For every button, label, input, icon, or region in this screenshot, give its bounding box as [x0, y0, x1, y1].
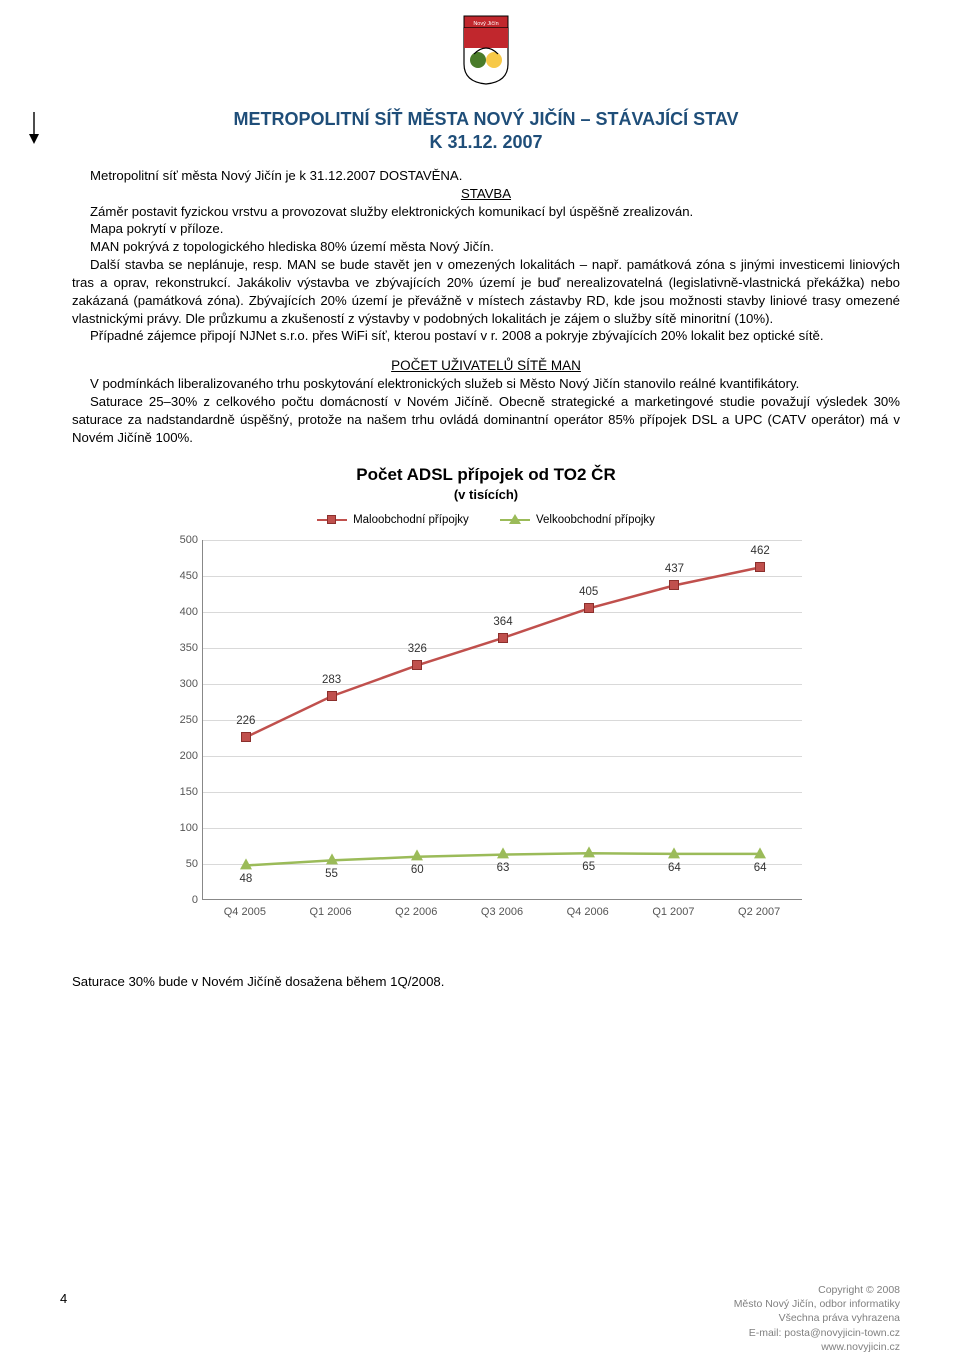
header-crest: Nový Jičín [72, 14, 900, 91]
chart-title: Počet ADSL přípojek od TO2 ČR [136, 465, 836, 485]
series2-marker [411, 850, 423, 861]
y-tick-label: 400 [158, 606, 198, 618]
chart-subtitle: (v tisících) [136, 487, 836, 502]
margin-arrow-icon [26, 110, 42, 149]
series2-marker [583, 846, 595, 857]
paragraph-8: Saturace 25–30% z celkového počtu domácn… [72, 393, 900, 446]
series1-marker [241, 732, 251, 742]
body-text: Metropolitní síť města Nový Jičín je k 3… [72, 167, 900, 447]
y-tick-label: 300 [158, 678, 198, 690]
paragraph-3: Mapa pokrytí v příloze. [72, 220, 900, 238]
series1-data-label: 437 [665, 563, 684, 575]
x-tick-label: Q1 2006 [309, 906, 351, 918]
triangle-marker-icon [509, 514, 521, 524]
footer-line2: Město Nový Jičín, odbor informatiky [60, 1297, 900, 1311]
series1-data-label: 226 [236, 715, 255, 727]
series2-marker [668, 847, 680, 858]
legend-item-2: Velkoobchodní přípojky [500, 514, 655, 526]
legend-label-1: Maloobchodní přípojky [353, 514, 469, 526]
adsl-chart: Počet ADSL přípojek od TO2 ČR (v tisícíc… [136, 465, 836, 930]
legend-item-1: Maloobchodní přípojky [317, 514, 469, 526]
y-tick-label: 50 [158, 858, 198, 870]
series2-data-label: 60 [411, 864, 424, 876]
chart-lines [203, 540, 803, 900]
doc-title-line1: METROPOLITNÍ SÍŤ MĚSTA NOVÝ JIČÍN – STÁV… [72, 109, 900, 130]
series1-data-label: 283 [322, 674, 341, 686]
series2-data-label: 64 [668, 862, 681, 874]
series1-data-label: 326 [408, 643, 427, 655]
series2-data-label: 63 [497, 862, 510, 874]
crest-icon: Nový Jičín [458, 14, 514, 86]
legend-swatch-1 [317, 519, 347, 521]
plot-area: 226 283 326 364 405 437 462 48 55 60 63 65 64 64 [202, 540, 802, 900]
section2-heading: POČET UŽIVATELŮ SÍTĚ MAN [72, 357, 900, 375]
paragraph-1: Metropolitní síť města Nový Jičín je k 3… [72, 167, 900, 185]
x-tick-label: Q3 2006 [481, 906, 523, 918]
chart-plot: 226 283 326 364 405 437 462 48 55 60 63 65 64 64 0 50 1… [156, 540, 816, 930]
series2-marker [240, 858, 252, 869]
paragraph-2: Záměr postavit fyzickou vrstvu a provozo… [72, 203, 900, 221]
footer-right-block: Copyright © 2008 Město Nový Jičín, odbor… [60, 1283, 900, 1354]
series2-data-label: 48 [239, 873, 252, 885]
y-tick-label: 0 [158, 894, 198, 906]
paragraph-7: V podmínkách liberalizovaného trhu posky… [72, 375, 900, 393]
footer-line5: www.novyjicin.cz [60, 1340, 900, 1354]
y-tick-label: 150 [158, 786, 198, 798]
footer-copyright: Copyright © 2008 [60, 1283, 900, 1297]
doc-title-line2: K 31.12. 2007 [72, 132, 900, 153]
chart-legend: Maloobchodní přípojky Velkoobchodní příp… [136, 512, 836, 526]
legend-swatch-2 [500, 519, 530, 521]
stavba-heading: STAVBA [72, 185, 900, 203]
series2-data-label: 65 [582, 861, 595, 873]
footer-line4: E-mail: posta@novyjicin-town.cz [60, 1326, 900, 1340]
x-tick-label: Q4 2005 [224, 906, 266, 918]
y-tick-label: 350 [158, 642, 198, 654]
y-tick-label: 450 [158, 570, 198, 582]
page-number: 4 [60, 1291, 67, 1306]
y-tick-label: 250 [158, 714, 198, 726]
y-tick-label: 100 [158, 822, 198, 834]
series1-marker [327, 691, 337, 701]
series1-marker [755, 562, 765, 572]
y-tick-label: 200 [158, 750, 198, 762]
square-marker-icon [327, 515, 336, 524]
series1-marker [498, 633, 508, 643]
series1-data-label: 405 [579, 586, 598, 598]
series1-data-label: 462 [751, 545, 770, 557]
footer-line3: Všechna práva vyhrazena [60, 1311, 900, 1325]
paragraph-5: Další stavba se neplánuje, resp. MAN se … [72, 256, 900, 327]
series2-data-label: 64 [754, 862, 767, 874]
series2-marker [754, 847, 766, 858]
page-content: Nový Jičín METROPOLITNÍ SÍŤ MĚSTA NOVÝ J… [0, 0, 960, 989]
x-tick-label: Q2 2006 [395, 906, 437, 918]
series2-marker [497, 848, 509, 859]
paragraph-6: Případné zájemce připojí NJNet s.r.o. př… [72, 327, 900, 345]
x-tick-label: Q2 2007 [738, 906, 780, 918]
x-tick-label: Q4 2006 [567, 906, 609, 918]
page-footer: 4 Copyright © 2008 Město Nový Jičín, odb… [60, 1283, 900, 1354]
series2-data-label: 55 [325, 868, 338, 880]
series1-marker [412, 660, 422, 670]
series2-marker [326, 853, 338, 864]
y-tick-label: 500 [158, 534, 198, 546]
paragraph-9: Saturace 30% bude v Novém Jičíně dosažen… [72, 974, 900, 989]
paragraph-4: MAN pokrývá z topologického hlediska 80%… [72, 238, 900, 256]
crest-label: Nový Jičín [473, 21, 498, 27]
legend-label-2: Velkoobchodní přípojky [536, 514, 655, 526]
series1-marker [584, 603, 594, 613]
series1-marker [669, 580, 679, 590]
x-tick-label: Q1 2007 [652, 906, 694, 918]
series1-data-label: 364 [493, 616, 512, 628]
